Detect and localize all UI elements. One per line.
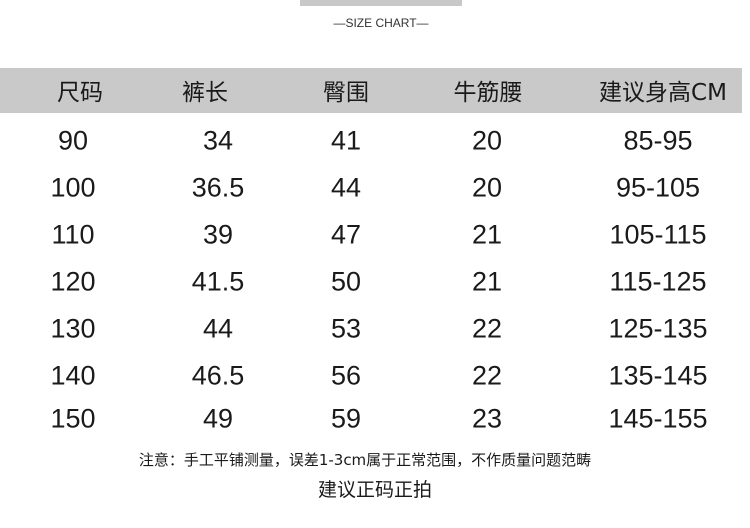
- cell-size: 90: [57, 125, 89, 156]
- size-recommendation: 建议正码正拍: [317, 479, 432, 501]
- cell-hip: 59: [330, 403, 362, 434]
- cell-height: 85-95: [623, 125, 693, 156]
- cell-waist: 20: [471, 172, 503, 203]
- cell-hip: 53: [330, 313, 362, 344]
- size-chart-subtitle: —SIZE CHART—: [333, 16, 429, 30]
- table-row: 120 41.5 50 21 115-125: [0, 262, 750, 302]
- cell-length: 46.5: [191, 360, 245, 391]
- cell-hip: 41: [330, 125, 362, 156]
- table-header: 尺码 裤长 臀围 牛筋腰 建议身高CM: [0, 68, 742, 113]
- cell-hip: 56: [330, 360, 362, 391]
- cell-waist: 21: [471, 219, 503, 250]
- cell-length: 34: [202, 125, 234, 156]
- cell-size: 150: [50, 403, 96, 434]
- cell-size: 130: [50, 313, 96, 344]
- header-size: 尺码: [57, 80, 103, 106]
- cell-height: 145-155: [608, 403, 708, 434]
- cell-size: 140: [50, 360, 96, 391]
- cell-size: 120: [50, 266, 96, 297]
- cell-length: 49: [202, 403, 234, 434]
- cell-hip: 50: [330, 266, 362, 297]
- header-height: 建议身高CM: [599, 80, 727, 106]
- cell-height: 115-125: [609, 266, 707, 297]
- table-row: 90 34 41 20 85-95: [0, 121, 750, 161]
- cell-length: 44: [202, 313, 234, 344]
- cell-waist: 22: [471, 313, 503, 344]
- cell-waist: 22: [471, 360, 503, 391]
- header-waist: 牛筋腰: [453, 80, 523, 106]
- cell-length: 39: [202, 219, 234, 250]
- cell-length: 41.5: [191, 266, 245, 297]
- table-row: 150 49 59 23 145-155: [0, 399, 750, 439]
- cell-length: 36.5: [191, 172, 245, 203]
- cell-height: 105-115: [609, 219, 707, 250]
- cell-waist: 23: [471, 403, 503, 434]
- cell-size: 100: [50, 172, 96, 203]
- top-decor-bar: [300, 0, 462, 6]
- measurement-note: 注意：手工平铺测量，误差1-3cm属于正常范围，不作质量问题范畴: [138, 451, 592, 469]
- table-row: 100 36.5 44 20 95-105: [0, 168, 750, 208]
- table-row: 140 46.5 56 22 135-145: [0, 356, 750, 396]
- cell-waist: 21: [471, 266, 503, 297]
- header-hip: 臀围: [323, 80, 369, 106]
- table-row: 130 44 53 22 125-135: [0, 309, 750, 349]
- table-row: 110 39 47 21 105-115: [0, 215, 750, 255]
- cell-height: 135-145: [608, 360, 708, 391]
- header-length: 裤长: [182, 80, 228, 106]
- cell-height: 95-105: [615, 172, 701, 203]
- cell-waist: 20: [471, 125, 503, 156]
- cell-hip: 44: [330, 172, 362, 203]
- cell-height: 125-135: [608, 313, 708, 344]
- cell-size: 110: [51, 219, 95, 250]
- cell-hip: 47: [330, 219, 362, 250]
